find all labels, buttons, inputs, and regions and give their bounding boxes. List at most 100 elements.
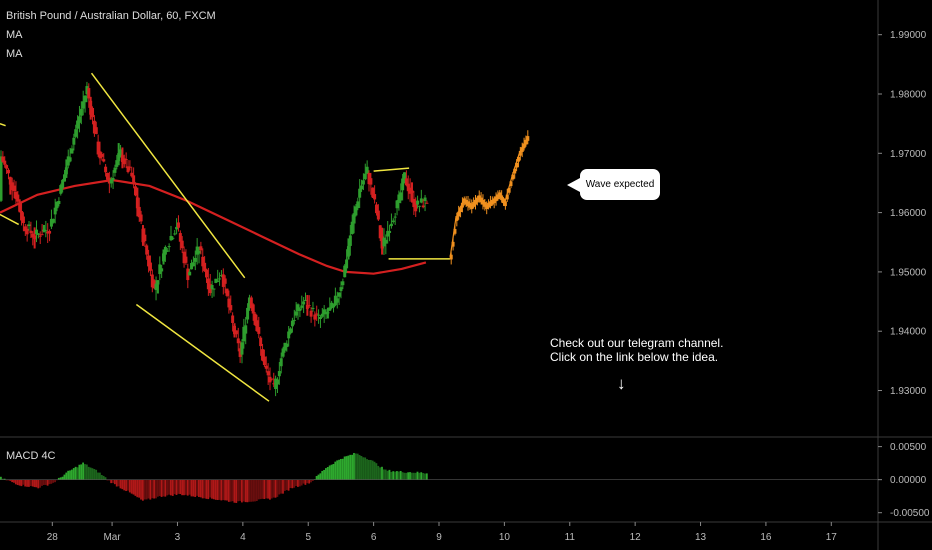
candle-body [313, 314, 317, 320]
macd-bar [349, 454, 352, 480]
candle-body [410, 190, 414, 193]
macd-bar [323, 469, 325, 480]
macd-bar [54, 479, 56, 483]
macd-legend[interactable]: MACD 4C [6, 450, 56, 462]
candle-body [287, 331, 291, 339]
ma-legend-1[interactable]: MA [6, 29, 23, 41]
candles-layer [0, 81, 429, 397]
time-tick-label: 11 [565, 532, 576, 543]
macd-bar [274, 479, 277, 498]
candle-body [8, 177, 12, 185]
price-tick-label: 1.97000 [890, 149, 927, 160]
candle-body [423, 197, 427, 202]
macd-bar [298, 479, 301, 487]
candle-body [12, 185, 16, 192]
macd-bar [304, 479, 307, 485]
candle-body [246, 307, 250, 320]
candle-body [83, 95, 87, 103]
telegram-note-line-1: Check out our telegram channel. [550, 336, 724, 350]
macd-bar [270, 479, 273, 499]
candle-body [128, 166, 132, 168]
macd-bar [216, 479, 219, 500]
candle-body [132, 175, 136, 183]
candle-body [322, 309, 326, 315]
candle-body [184, 256, 188, 263]
candle-body [178, 233, 182, 242]
macd-bar [220, 479, 223, 501]
macd-bar [125, 479, 127, 492]
macd-bar [181, 479, 184, 496]
candle-body [231, 315, 235, 324]
macd-bar [1, 478, 4, 480]
forecast-candle-body [520, 147, 524, 152]
candle-body [277, 371, 281, 377]
macd-bar [282, 479, 284, 494]
macd-bar [379, 467, 382, 480]
macd-bar [371, 460, 374, 480]
macd-bar [424, 473, 426, 480]
macd-bar [80, 464, 83, 480]
macd-bar [354, 453, 357, 480]
candle-body [365, 166, 369, 174]
macd-bar [321, 470, 324, 480]
macd-bar [224, 479, 226, 501]
candle-body [262, 356, 266, 366]
candle-body [403, 172, 407, 184]
macd-bar [35, 479, 38, 488]
macd-bar [242, 479, 245, 502]
price-tick-label: 1.96000 [890, 208, 927, 219]
macd-bar [149, 479, 152, 500]
price-axis[interactable]: 1.99000 1.98000 1.97000 1.96000 1.95000 1.940… [878, 30, 927, 397]
macd-bar [160, 479, 163, 497]
forecast-candle-body [490, 199, 494, 205]
ma-legend-2[interactable]: MA [6, 48, 23, 60]
forecast-candle-body [473, 199, 477, 205]
candle-body [3, 160, 7, 165]
macd-bar [67, 470, 70, 480]
time-tick-label: 12 [630, 532, 642, 543]
forecast-candle-body [505, 194, 509, 200]
macd-bar [179, 479, 182, 495]
macd-bar [188, 479, 191, 495]
macd-axis[interactable]: 0.00500 0.00000 -0.00500 [0, 442, 930, 519]
macd-bar [87, 466, 90, 480]
macd-bar [420, 472, 423, 480]
macd-bar [345, 456, 348, 480]
macd-bar [425, 473, 428, 480]
macd-bar [338, 459, 340, 480]
forecast-candle-body [464, 199, 468, 205]
candle-body [221, 274, 225, 287]
candle-body [292, 319, 296, 321]
macd-histogram-layer [0, 452, 428, 504]
candle-body [98, 151, 102, 159]
candle-body [162, 253, 166, 262]
candle-body [223, 278, 227, 284]
macd-bar [261, 479, 264, 499]
macd-bar [410, 472, 413, 480]
macd-bar [265, 479, 268, 499]
candle-body [33, 235, 37, 240]
macd-bar [394, 471, 396, 480]
candle-body [201, 256, 205, 267]
candle-body [229, 305, 233, 311]
candle-body [404, 178, 408, 186]
forecast-candle-body [494, 196, 498, 202]
candle-body [240, 342, 244, 355]
macd-bar [287, 479, 290, 491]
candle-body [171, 237, 175, 239]
candle-body [193, 258, 197, 262]
candle-body [76, 120, 80, 129]
macd-bar [399, 470, 402, 480]
time-axis[interactable]: 28 Mar 3 4 5 6 9 10 11 12 13 16 17 [47, 522, 838, 543]
macd-bar [69, 470, 71, 480]
candle-body [117, 153, 121, 162]
macd-bar [145, 479, 148, 500]
candle-body [281, 348, 285, 357]
candle-body [244, 325, 248, 334]
time-tick-label: 17 [826, 532, 838, 543]
candle-body [145, 245, 149, 255]
candle-body [186, 268, 190, 281]
time-tick-label: 4 [240, 532, 246, 543]
macd-bar [257, 479, 260, 500]
